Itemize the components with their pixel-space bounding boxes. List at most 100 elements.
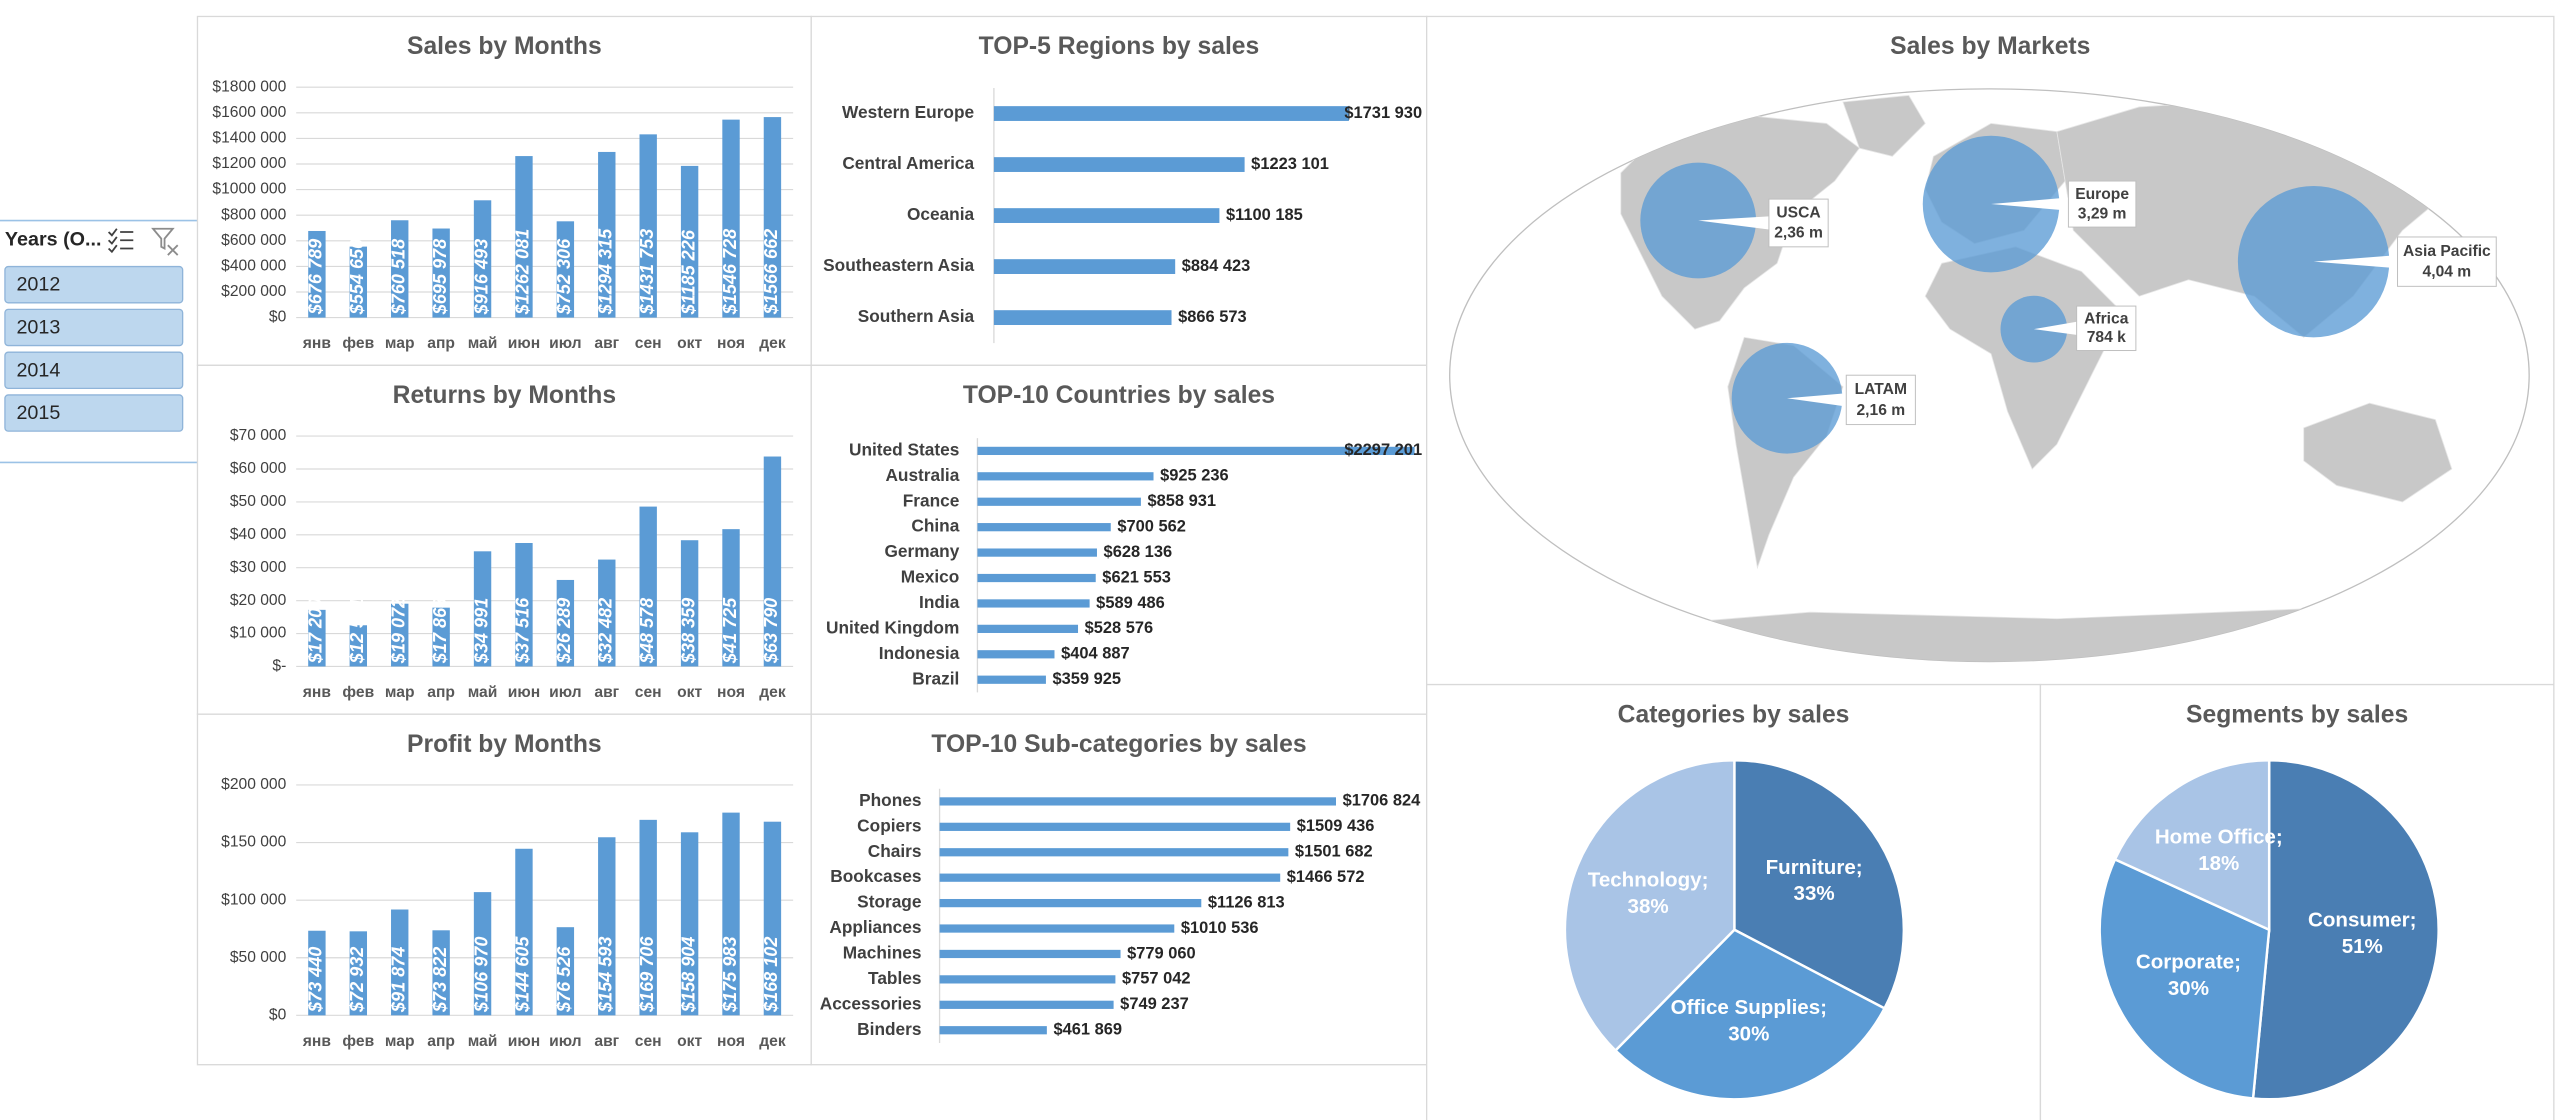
value-label: $760 518: [389, 238, 409, 315]
clear-filter-button[interactable]: [148, 225, 182, 256]
slicer-item-box[interactable]: [4, 308, 184, 347]
bar: [308, 230, 326, 318]
panel-border: [810, 364, 1428, 715]
pie-slice: [2251, 759, 2440, 1101]
slicer-item-box[interactable]: [4, 394, 184, 432]
slicer-item-label[interactable]: 2013: [16, 317, 60, 339]
multi-select-icon[interactable]: [107, 228, 134, 254]
bar: [977, 446, 1415, 456]
slicer-item[interactable]: 2012: [4, 265, 184, 304]
multi-select-button[interactable]: [103, 225, 137, 256]
bar: [308, 930, 326, 1016]
bubble: [1731, 342, 1843, 454]
bar: [349, 246, 368, 318]
market-value: 2,16 m: [1856, 402, 1905, 419]
value-label: $621 553: [1102, 568, 1171, 586]
callout-box: [1845, 374, 1916, 426]
bar: [473, 200, 492, 318]
slicer-item[interactable]: 2014: [4, 351, 184, 390]
y-tick-label: Bookcases: [830, 866, 921, 886]
slicer-item-box[interactable]: [4, 351, 184, 390]
x-tick-label: авг: [594, 335, 619, 352]
y-tick-label: $400 000: [221, 258, 286, 275]
x-tick-label: дек: [759, 684, 786, 701]
slicer-item-label[interactable]: 2014: [16, 359, 60, 381]
clear-filter-icon[interactable]: [151, 227, 179, 256]
value-label: $73 440: [306, 947, 326, 1013]
bar: [939, 949, 1121, 959]
value-label: $168 102: [761, 937, 781, 1013]
chart-title: Returns by Months: [393, 382, 616, 409]
x-tick-label: июн: [508, 1033, 540, 1050]
y-tick-label: $1600 000: [212, 104, 286, 121]
value-label: $1294 315: [596, 228, 616, 315]
bar: [939, 1000, 1114, 1009]
slicer-item[interactable]: 2015: [4, 394, 184, 432]
value-label: $461 869: [1053, 1021, 1122, 1039]
slicer-item-label[interactable]: 2015: [16, 402, 60, 424]
value-label: $916 493: [471, 239, 491, 315]
value-label: $91 874: [389, 947, 409, 1013]
y-tick-label: $50 000: [230, 949, 287, 966]
bar: [473, 551, 492, 667]
x-tick-label: ноя: [717, 684, 745, 701]
slicer-item-box[interactable]: [4, 265, 184, 304]
y-tick-label: Tables: [868, 968, 921, 988]
value-label: $76 526: [554, 946, 574, 1013]
slice-label: Home Office;: [2155, 826, 2283, 849]
bar: [432, 607, 450, 667]
bar: [939, 873, 1281, 882]
y-tick-label: $1200 000: [212, 155, 286, 172]
market-value: 784 k: [2087, 329, 2126, 346]
value-label: $528 576: [1085, 619, 1154, 637]
slice-value: 33%: [1794, 882, 1835, 905]
x-tick-label: авг: [594, 684, 619, 701]
y-tick-label: Indonesia: [879, 643, 960, 663]
value-label: $866 573: [1178, 308, 1247, 326]
market-label: LATAM: [1855, 381, 1907, 398]
chart-panel: Sales by Months $0 $200 000 $400 000 $600 00…: [196, 15, 812, 366]
x-tick-label: сен: [635, 684, 662, 701]
y-tick-label: $10 000: [230, 625, 287, 642]
bar: [639, 506, 657, 667]
y-tick-label: United Kingdom: [826, 617, 959, 637]
chart-panel: TOP-10 Sub-categories by sales Phones $170…: [810, 713, 1428, 1066]
y-tick-label: Copiers: [857, 815, 921, 835]
y-tick-label: $100 000: [221, 891, 286, 908]
callout-box: [2067, 180, 2137, 228]
y-tick-label: $20 000: [230, 592, 287, 609]
y-tick-label: Australia: [885, 465, 959, 485]
value-label: $48 578: [637, 597, 657, 664]
bar: [993, 106, 1349, 121]
pie-slice: [2113, 759, 2271, 932]
y-tick-label: Machines: [843, 943, 922, 963]
y-tick-label: Storage: [857, 892, 922, 912]
bar: [515, 848, 533, 1016]
value-label: $38 359: [678, 598, 698, 664]
slice-label: Corporate;: [2136, 951, 2241, 974]
slice-label: Consumer;: [2308, 908, 2416, 931]
slicer-item[interactable]: 2013: [4, 308, 184, 347]
pie-slice: [2098, 857, 2271, 1100]
value-label: $19 072: [389, 598, 409, 664]
value-label: $1509 436: [1297, 817, 1375, 835]
bubble: [1922, 135, 2060, 273]
value-label: $144 605: [513, 936, 533, 1013]
y-tick-label: $1800 000: [212, 78, 286, 95]
chart-panel: Profit by Months $0 $50 000 $100 000 $150 00…: [196, 713, 812, 1066]
y-tick-label: Southern Asia: [858, 306, 975, 326]
y-tick-label: France: [903, 490, 960, 510]
value-label: $628 136: [1104, 543, 1173, 561]
value-label: $404 887: [1061, 645, 1130, 663]
bar: [977, 472, 1154, 481]
value-label: $34 991: [471, 598, 491, 664]
continent: [2303, 402, 2453, 503]
chart-title: Sales by Months: [407, 33, 602, 60]
x-tick-label: апр: [427, 684, 455, 701]
bar: [763, 821, 782, 1016]
value-label: $1466 572: [1287, 868, 1365, 886]
slicer-item-label[interactable]: 2012: [16, 274, 60, 296]
slice-label: Technology;: [1588, 869, 1709, 892]
value-label: $1100 185: [1226, 206, 1303, 224]
y-tick-label: Accessories: [820, 993, 922, 1013]
